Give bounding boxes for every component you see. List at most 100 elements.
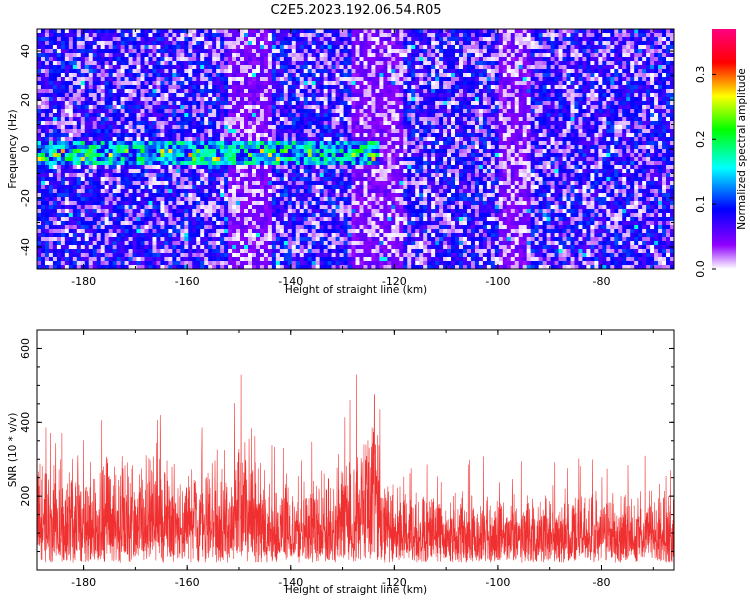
spectrogram-cell (335, 97, 340, 102)
spectrogram-cell (96, 233, 102, 238)
spectrogram-cell (299, 233, 305, 238)
spectrogram-cell (52, 197, 58, 202)
spectrogram-cell (335, 121, 340, 126)
spectrogram-cell (80, 73, 86, 78)
spectrogram-cell (259, 113, 265, 118)
spectrogram-cell (92, 49, 98, 54)
spectrogram-cell (319, 177, 325, 182)
spectrogram-cell (208, 205, 213, 210)
spectrogram-cell (37, 117, 42, 122)
spectrogram-cell (339, 125, 344, 130)
spectrogram-cell (295, 229, 301, 234)
spectrogram-cell (343, 177, 348, 182)
spectrogram-cell (120, 209, 125, 214)
spectrogram-cell (52, 181, 58, 186)
spectrogram-cell (212, 117, 217, 122)
spectrogram-cell (52, 149, 58, 154)
spectrogram-cell (184, 221, 189, 226)
spectrogram-cell (152, 77, 157, 82)
spectrogram-cell (76, 57, 82, 62)
spectrogram-cell (76, 253, 82, 258)
spectrogram-cell (259, 173, 265, 178)
spectrogram-cell (80, 125, 86, 130)
spectrogram-cell (56, 173, 62, 178)
spectrogram-cell (331, 205, 336, 210)
spectrogram-cell (160, 193, 165, 198)
spectrogram-cell (299, 33, 305, 38)
spectrogram-cell (351, 57, 356, 62)
spectrogram-cell (208, 173, 213, 178)
spectrogram-cell (52, 261, 58, 266)
spectrogram-cell (156, 29, 161, 34)
spectrogram-cell (283, 257, 289, 262)
spectrogram-cell (335, 129, 340, 134)
spectrogram-cell (204, 81, 209, 86)
spectrogram-cell (180, 41, 185, 46)
spectrogram-cell (176, 165, 181, 170)
spectrogram-cell (295, 109, 301, 114)
spectrogram-cell (100, 213, 106, 218)
spectrogram-cell (184, 153, 189, 158)
spectrogram-cell (220, 89, 225, 94)
spectrogram-cell (172, 141, 177, 146)
spectrogram-cell (279, 197, 285, 202)
spectrogram-cell (196, 169, 201, 174)
spectrogram-cell (331, 45, 336, 50)
spectrogram-cell (303, 165, 309, 170)
spectrogram-cell (200, 49, 205, 54)
spectrogram-cell (267, 193, 273, 198)
spectrogram-cell (311, 229, 317, 234)
spectrogram-cell (124, 213, 129, 218)
spectrogram-cell (343, 93, 348, 98)
spectrogram-cell (44, 169, 50, 174)
spectrogram-cell (124, 197, 129, 202)
spectrogram-cell (112, 241, 118, 246)
spectrogram-cell (124, 97, 129, 102)
spectrogram-cell (208, 61, 213, 66)
spectrogram-cell (164, 197, 169, 202)
spectrogram-cell (180, 37, 185, 42)
spectrogram-cell (359, 213, 364, 218)
spectrogram-cell (60, 101, 66, 106)
spectrogram-cell (359, 229, 364, 234)
spectrogram-cell (327, 117, 333, 122)
spectrogram-cell (124, 49, 129, 54)
spectrogram-cell (128, 149, 133, 154)
spectrogram-cell (271, 189, 277, 194)
spectrogram-cell (172, 265, 177, 270)
spectrogram-cell (128, 169, 133, 174)
spectrogram-cell (267, 53, 273, 58)
spectrogram-cell (216, 89, 221, 94)
spectrogram-cell (240, 137, 245, 142)
spectrogram-cell (335, 177, 340, 182)
spectrogram-cell (255, 193, 261, 198)
spectrogram-cell (120, 57, 125, 62)
spectrogram-cell (204, 125, 209, 130)
spectrogram-cell (279, 109, 285, 114)
spectrogram-cell (120, 113, 125, 118)
spectrogram-cell (52, 121, 58, 126)
spectrogram-cell (120, 161, 125, 166)
spectrogram-cell (275, 261, 281, 266)
spectrogram-cell (156, 93, 161, 98)
spectrogram-cell (263, 61, 269, 66)
spectrogram-cell (172, 45, 177, 50)
spectrogram-cell (168, 73, 173, 78)
spectrogram-cell (323, 81, 329, 86)
spectrogram-cell (255, 65, 261, 70)
spectrogram-cell (84, 221, 90, 226)
spectrogram-cell (180, 81, 185, 86)
spectrogram-cell (100, 69, 106, 74)
spectrogram-cell (172, 185, 177, 190)
spectrogram-cell (311, 129, 317, 134)
spectrogram-cell (240, 37, 245, 42)
spectrogram-cell (96, 49, 102, 54)
spectrogram-cell (76, 249, 82, 254)
spectrogram-cell (303, 65, 309, 70)
spectrogram-cell (347, 201, 352, 206)
spectrogram-cell (343, 45, 348, 50)
spectrogram-cell (168, 105, 173, 110)
spectrogram-cell (311, 257, 317, 262)
spectrogram-cell (319, 69, 325, 74)
spectrogram-cell (240, 221, 245, 226)
